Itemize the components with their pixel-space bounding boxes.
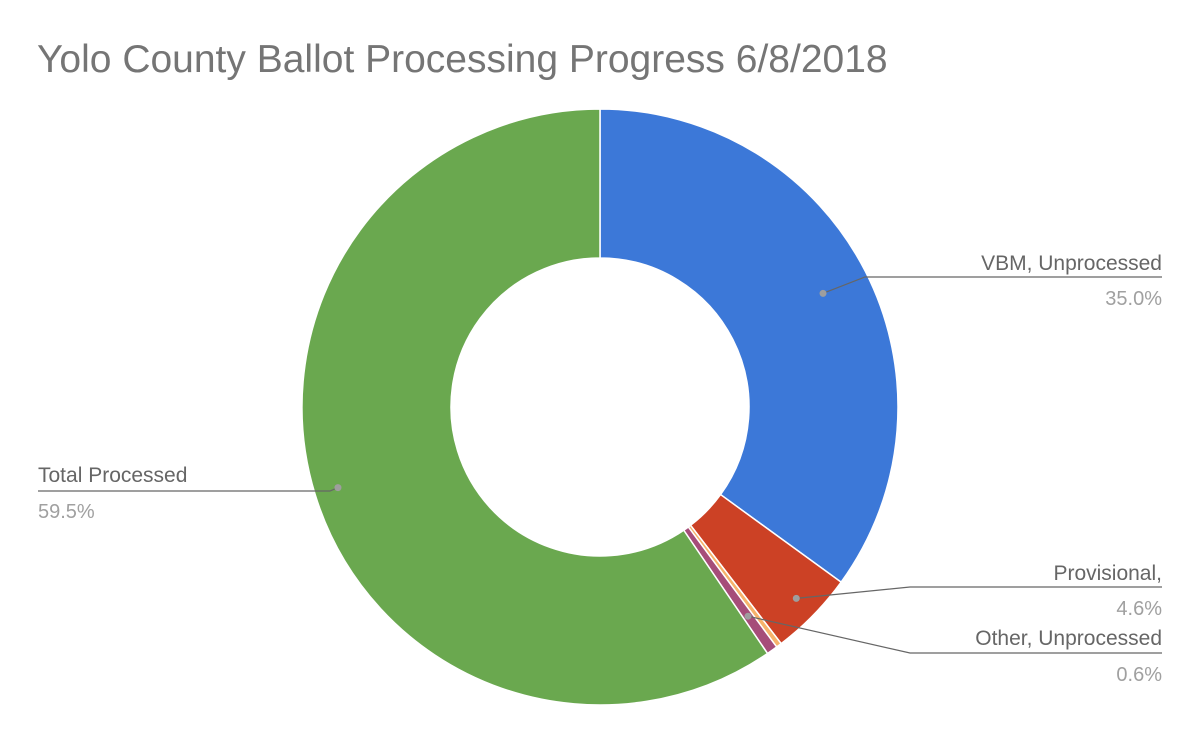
leader-dot-other-unprocessed <box>744 612 752 620</box>
leader-dot-provisional <box>792 594 800 602</box>
leader-line-total-processed <box>38 487 339 492</box>
slice-label-vbm-unprocessed: VBM, Unprocessed <box>981 252 1162 275</box>
slice-percent-vbm-unprocessed: 35.0% <box>1105 288 1162 310</box>
slice-label-other-unprocessed: Other, Unprocessed <box>975 627 1162 650</box>
leader-line-provisional <box>796 586 1162 600</box>
leader-dot-total-processed <box>334 484 342 492</box>
slice-percent-other-unprocessed: 0.6% <box>1116 664 1162 686</box>
donut-slice-total-processed <box>301 108 769 706</box>
chart-title: Yolo County Ballot Processing Progress 6… <box>37 38 888 81</box>
leader-line-vbm-unprocessed <box>822 276 1162 294</box>
leader-dot-vbm-unprocessed <box>819 289 827 297</box>
slice-percent-provisional: 4.6% <box>1116 598 1162 620</box>
donut-slice-vbm-unprocessed <box>599 108 899 584</box>
leader-line-other-unprocessed <box>747 615 1162 654</box>
slice-label-provisional: Provisional, <box>1053 562 1162 585</box>
slice-label-total-processed: Total Processed <box>38 464 187 487</box>
slice-percent-total-processed: 59.5% <box>38 501 95 523</box>
